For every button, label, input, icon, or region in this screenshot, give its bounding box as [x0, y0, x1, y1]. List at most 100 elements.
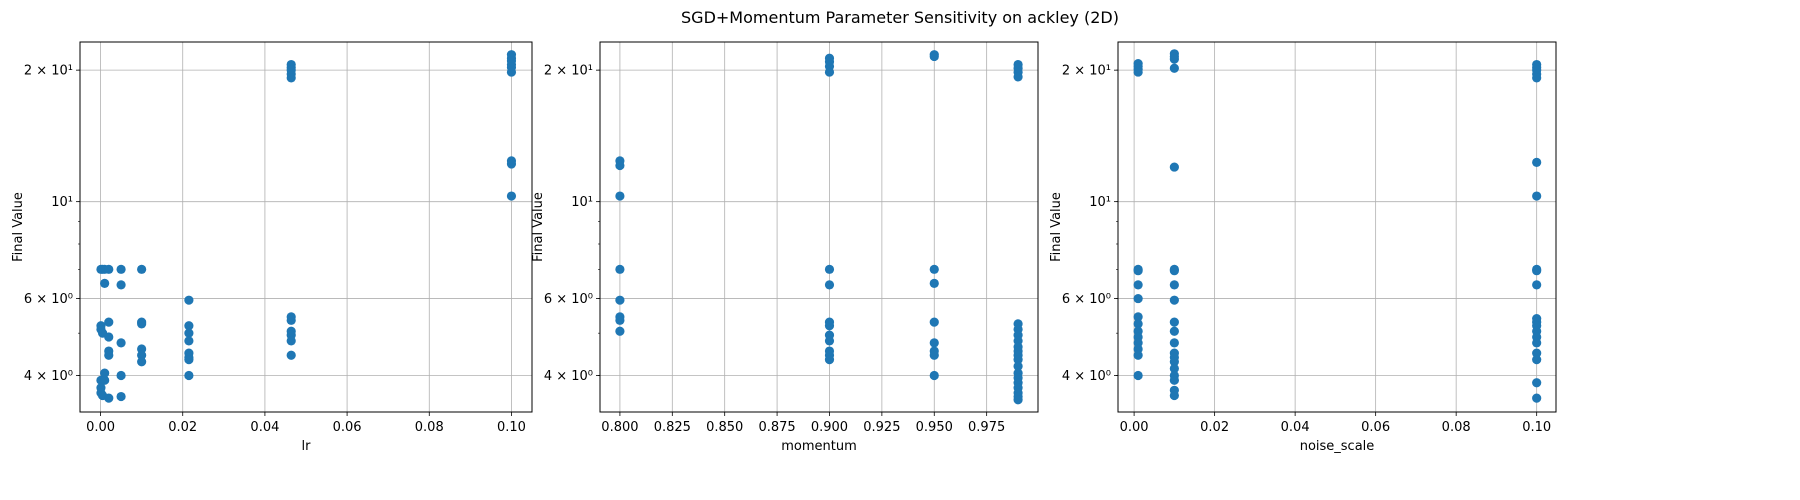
- data-point: [100, 375, 110, 385]
- x-tick-label: 0.00: [86, 420, 115, 435]
- data-point: [1169, 266, 1179, 276]
- data-point: [1169, 375, 1179, 385]
- data-point: [1169, 326, 1179, 336]
- y-tick-label: 6 × 10⁰: [544, 292, 593, 307]
- data-point: [100, 278, 110, 288]
- data-point: [184, 354, 194, 365]
- data-point: [929, 317, 939, 327]
- data-point: [929, 350, 939, 360]
- data-point: [824, 354, 835, 365]
- y-tick-label: 2 × 10¹: [24, 64, 73, 79]
- data-point: [615, 295, 625, 305]
- y-tick-label: 2 × 10¹: [1062, 64, 1111, 79]
- y-tick-label: 6 × 10⁰: [1062, 292, 1111, 307]
- x-tick-label: 0.06: [333, 420, 362, 435]
- data-point: [1013, 354, 1023, 365]
- y-axis-label: Final Value: [531, 192, 546, 262]
- data-point: [1532, 191, 1542, 201]
- x-tick-label: 0.825: [654, 420, 691, 435]
- data-point: [1532, 393, 1542, 403]
- y-tick-label: 2 × 10¹: [544, 64, 593, 79]
- x-tick-label: 0.850: [706, 420, 743, 435]
- data-point: [104, 332, 114, 342]
- y-tick-label: 10¹: [51, 195, 73, 210]
- data-point: [286, 350, 296, 360]
- data-point: [1133, 293, 1143, 304]
- data-point: [929, 51, 939, 62]
- data-point: [615, 315, 625, 325]
- data-point: [506, 67, 517, 77]
- x-tick-label: 0.06: [1361, 420, 1390, 435]
- data-point: [1169, 162, 1179, 172]
- data-point: [1169, 54, 1179, 64]
- y-axis-label: Final Value: [1049, 192, 1064, 262]
- data-point: [1133, 266, 1143, 276]
- x-tick-label: 0.04: [250, 420, 279, 435]
- data-point: [1133, 344, 1143, 354]
- data-point: [286, 315, 296, 325]
- data-point: [286, 73, 296, 83]
- x-tick-label: 0.925: [863, 420, 900, 435]
- data-point: [1133, 319, 1143, 329]
- data-point: [286, 336, 296, 346]
- axes-frame: [1117, 41, 1557, 413]
- y-tick-label: 4 × 10⁰: [24, 369, 73, 384]
- data-point: [137, 344, 147, 354]
- data-point: [1169, 363, 1179, 374]
- data-point: [116, 391, 126, 402]
- data-point: [116, 370, 126, 381]
- data-point: [1133, 312, 1143, 322]
- x-tick-label: 0.975: [968, 420, 1005, 435]
- x-axis-label: noise_scale: [1300, 439, 1375, 454]
- data-point: [137, 264, 147, 274]
- data-point: [137, 350, 147, 360]
- data-point: [824, 264, 835, 274]
- x-tick-label: 0.02: [168, 420, 197, 435]
- data-point: [929, 278, 939, 288]
- subplot-3: 0.00 0.02 0.04 0.06 0.08 0.10 4 × 10⁰ 6 × 10⁰ 10…: [1049, 41, 1557, 454]
- data-point: [1532, 157, 1542, 167]
- data-point: [1169, 390, 1179, 401]
- axes-frame: [599, 41, 1039, 413]
- data-point: [1532, 348, 1542, 358]
- data-point: [1532, 73, 1542, 83]
- data-point: [184, 321, 194, 331]
- data-point: [1532, 338, 1542, 348]
- data-point: [929, 338, 939, 348]
- x-tick-label: 0.00: [1120, 420, 1149, 435]
- data-point: [137, 357, 147, 367]
- data-point: [104, 350, 114, 360]
- x-tick-label: 0.900: [811, 420, 848, 435]
- x-tick-label: 0.950: [916, 420, 953, 435]
- data-point: [824, 280, 835, 290]
- data-point: [1532, 378, 1542, 388]
- data-point: [1169, 338, 1179, 348]
- data-point: [824, 336, 835, 346]
- data-point: [1169, 295, 1179, 305]
- subplot-1: 0.00 0.02 0.04 0.06 0.08 0.10 4 × 10⁰ 6 × 10⁰ 10…: [11, 41, 533, 454]
- data-point: [1013, 395, 1023, 405]
- y-axis-label: Final Value: [11, 192, 26, 262]
- data-point: [104, 393, 114, 403]
- y-tick-label: 10¹: [1089, 195, 1111, 210]
- x-axis-label: lr: [302, 439, 312, 454]
- x-tick-label: 0.800: [601, 420, 638, 435]
- data-point: [1169, 280, 1179, 290]
- x-tick-label: 0.08: [1442, 420, 1471, 435]
- data-point: [1169, 357, 1179, 367]
- x-tick-label: 0.10: [1522, 420, 1551, 435]
- data-point: [1169, 63, 1179, 73]
- data-point: [184, 295, 194, 305]
- y-tick-label: 6 × 10⁰: [24, 292, 73, 307]
- data-point: [1133, 370, 1143, 381]
- data-point: [506, 159, 517, 169]
- data-point: [100, 368, 110, 378]
- axes-frame: [79, 41, 533, 413]
- data-point: [116, 264, 126, 274]
- data-point: [1133, 67, 1143, 77]
- data-point: [1532, 266, 1542, 276]
- x-axis-label: momentum: [781, 439, 857, 454]
- data-point: [929, 264, 939, 274]
